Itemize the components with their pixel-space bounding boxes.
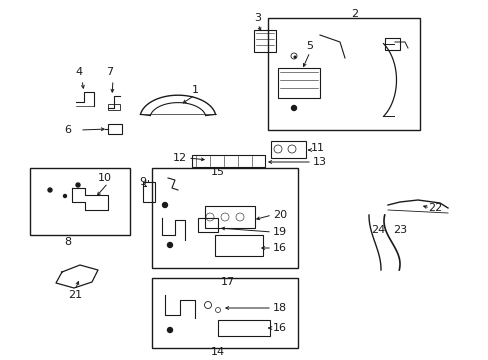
Bar [108, 104, 120, 110]
Text: 7: 7 [106, 67, 113, 77]
Text: 9: 9 [139, 177, 146, 187]
Circle shape [293, 55, 296, 58]
Circle shape [167, 243, 172, 248]
Text: 21: 21 [68, 290, 82, 300]
Text: 6: 6 [64, 125, 71, 135]
Text: 23: 23 [392, 225, 406, 235]
Text: 1: 1 [191, 85, 198, 95]
Bar [152, 278, 297, 348]
Text: 12: 12 [173, 153, 187, 163]
Bar [253, 30, 275, 52]
Bar [215, 235, 263, 256]
Text: 17: 17 [221, 277, 235, 287]
Text: 8: 8 [64, 237, 71, 247]
Text: 13: 13 [312, 157, 326, 167]
Bar [142, 182, 155, 202]
Text: 10: 10 [98, 173, 112, 183]
Text: 24: 24 [370, 225, 385, 235]
Bar [270, 141, 305, 158]
Text: 2: 2 [351, 9, 358, 19]
Text: 18: 18 [272, 303, 286, 313]
Circle shape [48, 188, 52, 192]
Text: 19: 19 [272, 227, 286, 237]
Bar [218, 320, 269, 336]
Circle shape [76, 183, 80, 187]
Bar [384, 38, 399, 50]
Bar [278, 68, 319, 98]
Bar [152, 168, 297, 268]
Text: 16: 16 [272, 323, 286, 333]
Text: 5: 5 [306, 41, 313, 51]
Bar [204, 206, 254, 228]
Circle shape [162, 202, 167, 207]
Bar [198, 218, 218, 232]
Bar [108, 124, 122, 134]
Text: 4: 4 [75, 67, 82, 77]
Circle shape [291, 105, 296, 111]
Text: 16: 16 [272, 243, 286, 253]
Bar [267, 18, 419, 130]
Text: 22: 22 [427, 203, 441, 213]
Circle shape [167, 328, 172, 333]
Text: 3: 3 [254, 13, 261, 23]
Text: 14: 14 [210, 347, 224, 357]
Text: 15: 15 [210, 167, 224, 177]
Circle shape [63, 194, 66, 198]
Bar [192, 155, 264, 167]
Text: 20: 20 [272, 210, 286, 220]
Bar [30, 168, 130, 235]
Text: 11: 11 [310, 143, 325, 153]
